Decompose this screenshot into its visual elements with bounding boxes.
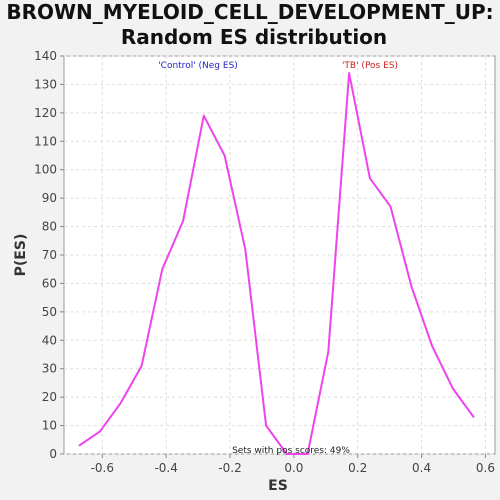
data-point xyxy=(369,177,371,180)
x-tick-label: 0.4 xyxy=(412,461,431,475)
y-tick-label: 70 xyxy=(42,248,57,262)
data-point xyxy=(431,345,433,347)
y-tick-label: 60 xyxy=(42,276,57,290)
data-point xyxy=(244,248,247,251)
y-tick-label: 30 xyxy=(42,362,57,376)
grid-lines xyxy=(64,55,495,455)
data-point xyxy=(99,430,101,433)
data-point xyxy=(410,285,413,288)
pos-es-label: 'TB' (Pos ES) xyxy=(342,61,398,71)
series-line xyxy=(78,72,475,455)
x-tick-label: 0.0 xyxy=(284,461,303,475)
data-point xyxy=(306,453,309,455)
x-tick-label: -0.4 xyxy=(154,461,177,475)
data-point xyxy=(182,220,184,222)
plot-area xyxy=(63,55,496,455)
y-tick-label: 140 xyxy=(34,49,57,63)
data-point xyxy=(140,365,143,367)
x-tick-label: -0.2 xyxy=(218,461,241,475)
data-point xyxy=(472,416,475,418)
y-tick-label: 90 xyxy=(42,191,57,205)
y-tick-label: 10 xyxy=(42,419,57,433)
series-layer xyxy=(78,72,475,455)
axis-ticks: 0 10 20 30 40 50 60 70 80 90 100 110 120 130 140 -0.6 -0… xyxy=(34,49,495,475)
data-point xyxy=(78,444,81,447)
y-tick-label: 130 xyxy=(34,77,57,91)
data-point xyxy=(286,453,288,455)
y-tick-label: 110 xyxy=(34,134,57,148)
x-tick-label: -0.6 xyxy=(91,461,114,475)
data-point xyxy=(452,387,454,390)
y-tick-label: 100 xyxy=(34,163,57,177)
x-axis-label: ES xyxy=(268,478,288,494)
y-axis-label: P(ES) xyxy=(13,234,29,277)
data-point xyxy=(389,205,392,208)
data-point xyxy=(120,402,122,404)
data-point xyxy=(265,424,267,427)
y-tick-label: 0 xyxy=(49,447,57,461)
data-point xyxy=(203,114,205,117)
data-point xyxy=(348,72,350,74)
pos-scores-footer: Sets with pos scores: 49% xyxy=(232,446,350,456)
x-tick-label: 0.2 xyxy=(348,461,367,475)
x-tick-label: 0.6 xyxy=(476,461,495,475)
y-tick-label: 50 xyxy=(42,305,57,319)
data-point xyxy=(223,154,226,157)
y-tick-label: 120 xyxy=(34,106,57,120)
chart-title-line2: Random ES distribution xyxy=(121,25,387,49)
data-point xyxy=(327,350,330,353)
chart-title-line1: BROWN_MYELOID_CELL_DEVELOPMENT_UP: xyxy=(6,0,493,24)
y-tick-label: 20 xyxy=(42,390,57,404)
y-tick-label: 40 xyxy=(42,333,57,347)
data-point xyxy=(161,268,164,271)
y-tick-label: 80 xyxy=(42,220,57,234)
neg-es-label: 'Control' (Neg ES) xyxy=(158,61,238,71)
